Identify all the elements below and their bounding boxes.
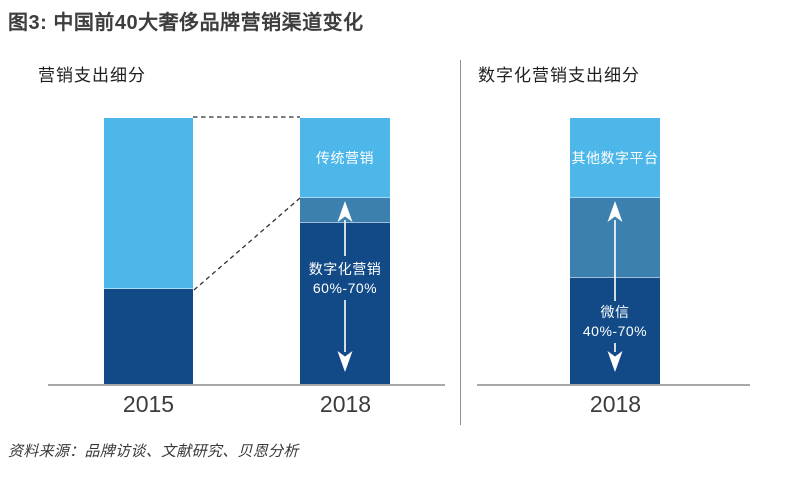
bar-2015-total-spend — [104, 118, 193, 385]
segment-2018-digital — [300, 222, 390, 385]
right-chart-title: 数字化营销支出细分 — [478, 66, 640, 85]
label-digital-marketing-line1: 数字化营销 — [308, 261, 382, 277]
label-wechat-range: 微信 40%-70% — [565, 303, 665, 341]
label-wechat-line2: 40%-70% — [582, 323, 648, 339]
segment-2018-digital-range — [300, 198, 390, 223]
left-x-axis — [48, 384, 445, 386]
label-wechat-line1: 微信 — [600, 304, 630, 320]
segment-2018-other-digital — [570, 118, 660, 199]
label-traditional-marketing: 传统营销 — [316, 150, 374, 166]
segment-2018-traditional — [300, 118, 390, 199]
label-digital-marketing-line2: 60%-70% — [312, 280, 378, 296]
segment-2015-digital — [104, 288, 193, 385]
source-note: 资料来源：品牌访谈、文献研究、贝恩分析 — [8, 443, 299, 460]
panel-divider — [460, 60, 461, 425]
left-chart-title: 营销支出细分 — [38, 66, 146, 85]
x-axis-label-2018-right: 2018 — [589, 391, 642, 417]
label-other-digital-platforms: 其他数字平台 — [571, 150, 659, 166]
x-axis-label-2015: 2015 — [122, 391, 175, 417]
x-axis-label-2018-left: 2018 — [319, 391, 372, 417]
segment-2018-wechat-range — [570, 198, 660, 279]
right-x-axis — [477, 384, 750, 386]
segment-2015-traditional — [104, 118, 193, 289]
figure-title: 图3: 中国前40大奢侈品牌营销渠道变化 — [8, 12, 364, 34]
label-digital-marketing-range: 数字化营销 60%-70% — [295, 260, 395, 298]
dashed-connector-diagonal — [193, 197, 301, 291]
